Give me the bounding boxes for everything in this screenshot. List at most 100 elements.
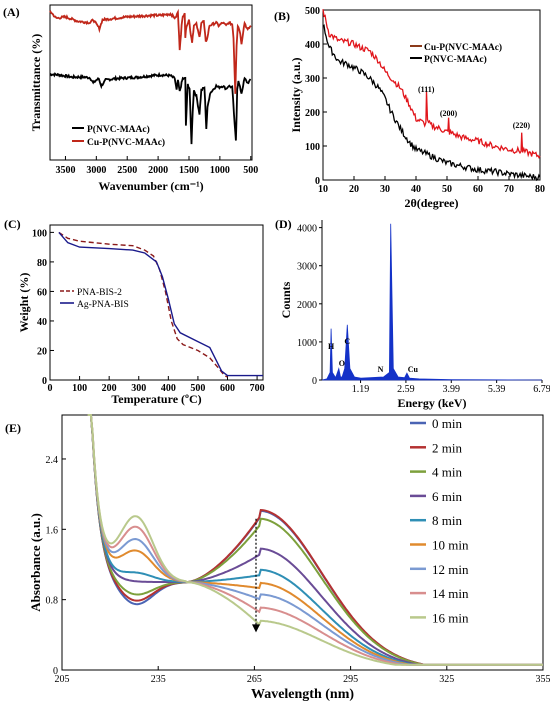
plot-frame bbox=[49, 224, 264, 381]
x-tick-label: 40 bbox=[411, 184, 421, 195]
x-tick-label: 10 bbox=[318, 184, 328, 195]
y-tick-label: 0 bbox=[315, 176, 320, 187]
legend-entry: Cu-P(NVC-MAAc) bbox=[424, 42, 502, 53]
y-tick-label: 80 bbox=[37, 258, 47, 269]
legend-entry: Ag-PNA-BIS bbox=[77, 300, 129, 310]
y-tick-label: 100 bbox=[305, 142, 320, 153]
x-tick-label: 355 bbox=[536, 674, 550, 685]
y-axis-label: Intensity (a.u.) bbox=[289, 57, 303, 132]
series-line-p-nvc-maac bbox=[322, 24, 541, 182]
x-tick-label: 600 bbox=[220, 383, 235, 394]
legend-entry: PNA-BIS-2 bbox=[77, 288, 122, 298]
x-tick-label: 325 bbox=[439, 674, 454, 685]
x-tick-label: 400 bbox=[161, 383, 176, 394]
plot-frame bbox=[322, 9, 541, 181]
panel-e: (E) 205 235 265 295 325 355 0 0.8 1.6 2.4 0 min 2 mi… bbox=[5, 414, 550, 702]
y-axis-label: Absorbance (a.u.) bbox=[28, 513, 43, 612]
peak-label: C bbox=[344, 337, 350, 346]
y-tick-label: 100 bbox=[32, 228, 47, 239]
y-axis-label: Counts bbox=[279, 281, 293, 318]
x-axis-label: Wavenumber (cm⁻¹) bbox=[98, 179, 203, 193]
x-tick-label: 70 bbox=[504, 184, 514, 195]
x-tick-label: 3.99 bbox=[443, 384, 461, 395]
x-axis-label: Energy (keV) bbox=[398, 396, 467, 410]
x-tick-label: 3500 bbox=[55, 165, 75, 176]
trend-arrow-head bbox=[252, 624, 261, 633]
panel-label: (B) bbox=[274, 9, 290, 23]
peak-label: O bbox=[339, 359, 345, 368]
series-line-pna-bis-2 bbox=[58, 231, 228, 378]
x-tick-label: 1.19 bbox=[352, 384, 370, 395]
x-axis-label: Temperature (ºC) bbox=[111, 392, 201, 406]
y-tick-label: 0 bbox=[53, 666, 58, 677]
legend-entry: 6 min bbox=[432, 489, 462, 504]
panel-label: (A) bbox=[3, 5, 20, 19]
series-line-p-nvc-maac bbox=[49, 71, 252, 145]
legend-entry: 14 min bbox=[432, 586, 469, 601]
panel-label: (D) bbox=[275, 217, 292, 231]
x-axis-label: 2θ(degree) bbox=[404, 196, 458, 210]
x-tick-label: 295 bbox=[343, 674, 358, 685]
panel-b: (B) 10 20 30 40 50 60 70 80 0 100 200 300 400 500 (111)… bbox=[274, 6, 545, 210]
eds-spectrum bbox=[321, 223, 543, 381]
legend-entry: P(NVC-MAAc) bbox=[424, 54, 487, 65]
series-line-16-min bbox=[87, 414, 543, 666]
y-tick-label: 400 bbox=[305, 40, 320, 51]
y-axis-label: Transmittance (%) bbox=[29, 34, 43, 131]
x-tick-label: 1500 bbox=[179, 165, 199, 176]
panel-c: (C) 0 100 200 300 400 500 600 700 0 20 40 60 80 100 PNA… bbox=[4, 217, 265, 406]
series-line-0-min bbox=[87, 414, 543, 666]
legend-entry: 0 min bbox=[432, 416, 462, 431]
x-tick-label: 300 bbox=[131, 383, 146, 394]
peak-label: Cu bbox=[408, 365, 419, 374]
x-tick-label: 500 bbox=[243, 165, 258, 176]
panel-label: (C) bbox=[4, 217, 21, 231]
y-tick-label: 500 bbox=[305, 6, 320, 17]
x-tick-label: 700 bbox=[250, 383, 265, 394]
x-tick-label: 6.79 bbox=[533, 384, 550, 395]
y-tick-label: 4000 bbox=[297, 224, 317, 235]
y-tick-label: 1.6 bbox=[46, 525, 59, 536]
x-tick-label: 500 bbox=[190, 383, 205, 394]
x-tick-label: 50 bbox=[442, 184, 452, 195]
series-line-ag-pna-bis bbox=[58, 231, 263, 377]
legend-entry: 16 min bbox=[432, 610, 469, 625]
series-line-10-min bbox=[87, 414, 543, 666]
y-tick-label: 0 bbox=[312, 376, 317, 387]
legend-entry: 10 min bbox=[432, 538, 469, 553]
x-tick-label: 235 bbox=[151, 674, 166, 685]
series-line-cu-p-nvc-maac bbox=[49, 8, 252, 94]
series-line-8-min bbox=[87, 414, 543, 666]
series-line-4-min bbox=[87, 414, 543, 666]
x-tick-label: 0 bbox=[48, 383, 53, 394]
y-tick-label: 0.8 bbox=[46, 596, 59, 607]
x-tick-label: 3000 bbox=[86, 165, 106, 176]
legend-entry: 2 min bbox=[432, 440, 462, 455]
x-tick-label: 2.59 bbox=[397, 384, 415, 395]
plot-frame bbox=[49, 4, 253, 161]
series-line-cu-p-nvc-maac bbox=[322, 9, 541, 159]
x-tick-label: 200 bbox=[102, 383, 117, 394]
peak-label: (220) bbox=[513, 121, 531, 130]
y-axis-label: Weight (%) bbox=[17, 273, 31, 333]
y-tick-label: 1000 bbox=[297, 338, 317, 349]
x-axis-label: Wavelength (nm) bbox=[251, 687, 354, 702]
x-tick-label: 5.39 bbox=[488, 384, 506, 395]
x-tick-label: 2500 bbox=[117, 165, 137, 176]
x-tick-label: 1000 bbox=[210, 165, 230, 176]
x-tick-label: 205 bbox=[55, 674, 70, 685]
legend-entry: Cu-P(NVC-MAAc) bbox=[87, 137, 165, 148]
legend-entry: 12 min bbox=[432, 562, 469, 577]
peak-label: H bbox=[328, 342, 335, 351]
legend-entry: 8 min bbox=[432, 513, 462, 528]
series-line-12-min bbox=[87, 414, 543, 666]
x-tick-label: 30 bbox=[380, 184, 390, 195]
y-tick-label: 60 bbox=[37, 287, 47, 298]
legend-entry: 4 min bbox=[432, 465, 462, 480]
peak-label: (200) bbox=[440, 109, 458, 118]
peak-label: N bbox=[378, 365, 384, 374]
y-tick-label: 200 bbox=[305, 108, 320, 119]
y-tick-label: 0 bbox=[42, 376, 47, 387]
y-tick-label: 2000 bbox=[297, 300, 317, 311]
